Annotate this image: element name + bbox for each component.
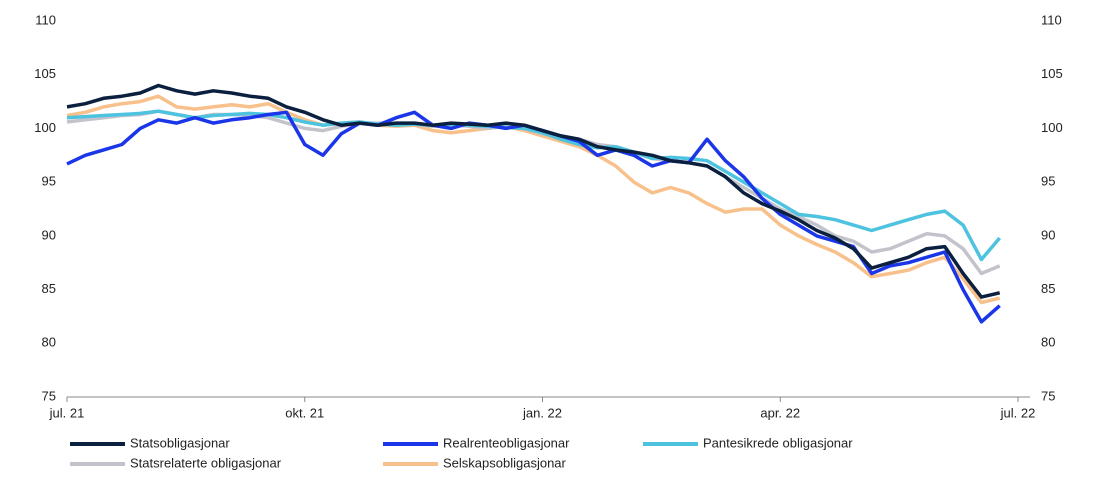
y2-tick-label: 105 bbox=[1041, 66, 1063, 81]
legend-label: Realrenteobligasjonar bbox=[443, 435, 570, 450]
x-tick-label: apr. 22 bbox=[760, 405, 800, 420]
series-line bbox=[66, 94, 1001, 305]
series-line bbox=[66, 109, 1002, 262]
y2-tick-label: 85 bbox=[1041, 281, 1055, 296]
legend-label: Selskapsobligasjonar bbox=[443, 455, 567, 470]
y-tick-label: 100 bbox=[34, 120, 56, 135]
x-tick-label: jul. 22 bbox=[1000, 405, 1036, 420]
legend-label: Statsrelaterte obligasjonar bbox=[130, 455, 282, 470]
series-line bbox=[66, 83, 1001, 299]
y2-tick-label: 110 bbox=[1041, 12, 1062, 27]
x-tick-label: okt. 21 bbox=[285, 405, 324, 420]
y2-tick-label: 100 bbox=[1041, 120, 1063, 135]
y-tick-label: 90 bbox=[42, 227, 56, 242]
x-tick-label: jul. 21 bbox=[49, 405, 85, 420]
y2-tick-label: 90 bbox=[1041, 227, 1055, 242]
legend-label: Statsobligasjonar bbox=[130, 435, 230, 450]
y-tick-label: 75 bbox=[42, 388, 56, 403]
series-line bbox=[66, 109, 1001, 276]
x-tick-label: jan. 22 bbox=[522, 405, 562, 420]
series-line bbox=[66, 110, 1001, 324]
y2-tick-label: 95 bbox=[1041, 174, 1055, 189]
y2-tick-label: 75 bbox=[1041, 388, 1055, 403]
legend-label: Pantesikrede obligasjonar bbox=[703, 435, 853, 450]
y-tick-label: 80 bbox=[42, 335, 56, 350]
y2-tick-label: 80 bbox=[1041, 335, 1055, 350]
y-tick-label: 110 bbox=[35, 12, 56, 27]
y-tick-label: 95 bbox=[42, 174, 56, 189]
y-tick-label: 85 bbox=[42, 281, 56, 296]
y-tick-label: 105 bbox=[34, 66, 56, 81]
